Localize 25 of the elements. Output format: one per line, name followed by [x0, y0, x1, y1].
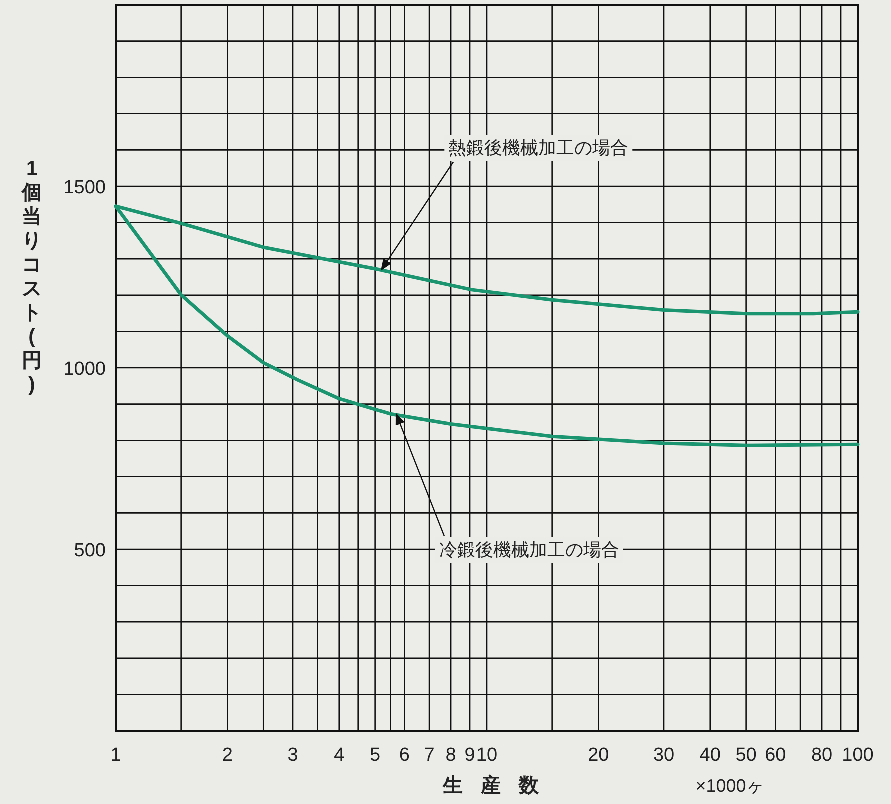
text: 1個当りコスト(円): [22, 158, 42, 396]
x-tick-label: 10: [476, 745, 498, 766]
x-tick-label: 3: [288, 745, 298, 766]
y-tick-label: 1500: [64, 178, 106, 198]
annotation: 熱鍛後機械加工の場合: [448, 138, 629, 158]
x-tick-label: 1: [110, 745, 122, 766]
x-tick-label: 9: [464, 745, 476, 766]
x-tick-label: 40: [700, 745, 721, 766]
x-axis-title: 生産数: [442, 774, 557, 797]
x-tick-label: 7: [424, 745, 435, 766]
y-tick-label: 1000: [64, 359, 106, 380]
annotation: 冷鍛後機械加工の場合: [439, 540, 620, 560]
x-tick-label: 50: [736, 745, 757, 766]
x-tick-label: 80: [811, 745, 833, 766]
x-tick-label: 20: [588, 745, 610, 766]
x-tick-label: 8: [446, 745, 456, 766]
text: ×1000ヶ: [696, 776, 764, 796]
y-tick-label: 500: [74, 540, 106, 562]
x-tick-label: 2: [222, 745, 233, 766]
x-tick-label: 6: [399, 745, 410, 766]
x-tick-label: 100: [842, 745, 874, 766]
x-tick-label: 30: [653, 745, 675, 766]
x-tick-label: 60: [765, 745, 786, 766]
x-tick-label: 4: [334, 745, 346, 766]
x-tick-label: 5: [370, 745, 381, 766]
